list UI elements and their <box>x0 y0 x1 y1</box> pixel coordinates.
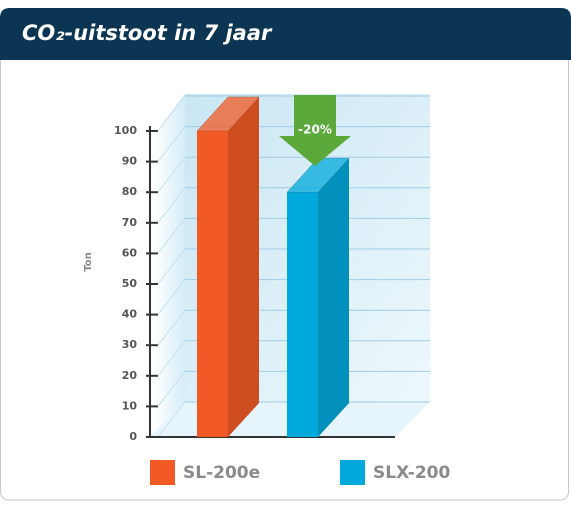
y-tick-label: 70 <box>122 216 138 229</box>
grid-line <box>157 309 186 346</box>
y-tick-label: 80 <box>122 185 138 198</box>
grid-line <box>157 95 186 132</box>
y-tick-label: 90 <box>122 155 138 168</box>
y-tick-label: 0 <box>129 430 137 443</box>
y-tick-label: 20 <box>122 369 138 382</box>
y-tick-label: 100 <box>114 124 137 137</box>
y-tick-label: 10 <box>122 399 138 412</box>
grid-line <box>157 401 186 438</box>
legend-label: SLX-200 <box>373 463 451 483</box>
grid-line <box>157 126 186 162</box>
header <box>0 8 571 60</box>
y-axis-label: Ton <box>83 252 94 271</box>
y-tick-label: 40 <box>122 308 138 321</box>
grid-line <box>157 187 186 224</box>
y-tick-label: 50 <box>122 277 138 290</box>
chart-title: CO₂-uitstoot in 7 jaar <box>22 21 273 45</box>
grid-line <box>157 340 186 377</box>
annotation-arrow <box>279 95 351 166</box>
y-tick-label: 60 <box>122 246 138 259</box>
bar-side <box>228 97 259 437</box>
grid-line <box>157 248 186 285</box>
bar-side <box>318 158 349 437</box>
y-tick-label: 30 <box>122 338 138 351</box>
bar <box>197 131 228 437</box>
grid-line <box>157 279 186 315</box>
grid-line <box>157 218 186 254</box>
annotation: -20% <box>298 123 332 137</box>
bar-top <box>286 157 350 193</box>
bar <box>287 192 318 437</box>
grid-line <box>157 156 186 193</box>
legend-label: SL-200e <box>183 463 260 483</box>
legend-swatch <box>340 460 365 485</box>
grid-line <box>157 371 186 407</box>
legend-swatch <box>150 460 175 485</box>
bar-top <box>196 96 260 132</box>
